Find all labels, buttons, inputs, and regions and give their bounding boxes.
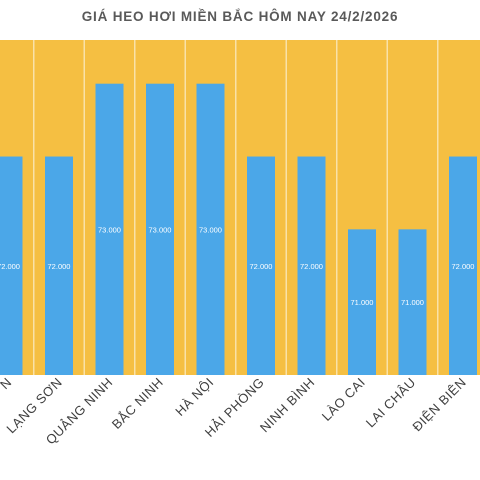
bar — [146, 83, 174, 376]
category-label: LÀO CAI — [319, 375, 368, 424]
category-label: NINH BÌNH — [257, 375, 318, 436]
bar-value-label: 72.000 — [0, 262, 20, 271]
bar — [297, 156, 326, 375]
bar — [95, 83, 124, 376]
bar-value-label: 71.000 — [401, 298, 424, 307]
bar — [348, 229, 376, 375]
bar — [196, 83, 225, 376]
bar-value-label: 72.000 — [250, 262, 273, 271]
category-label: BẮC NINH — [109, 375, 166, 432]
bar — [0, 156, 23, 375]
bar-value-label: 72.000 — [452, 262, 475, 271]
bar-value-label: 72.000 — [300, 262, 323, 271]
bar-value-label: 71.000 — [351, 298, 374, 307]
bar-value-label: 73.000 — [149, 225, 172, 234]
bar — [398, 229, 427, 375]
category-dividers — [33, 40, 439, 375]
bar-value-label: 73.000 — [199, 225, 222, 234]
chart-title: GIÁ HEO HƠI MIỀN BẮC HÔM NAY 24/2/2026 — [81, 9, 399, 24]
bars — [0, 83, 477, 376]
bar-value-label: 73.000 — [98, 225, 121, 234]
bar-value-label: 72.000 — [48, 262, 71, 271]
bar — [247, 156, 275, 375]
category-label: HÀ NỘI — [172, 375, 216, 419]
bar — [449, 156, 477, 375]
bar — [45, 156, 73, 375]
category-label: ĐIỆN BIÊN — [409, 375, 469, 435]
data-labels: 72.000 72.000 73.000 73.000 73.000 72.000 72.0… — [0, 225, 474, 307]
category-label: N — [0, 375, 15, 393]
